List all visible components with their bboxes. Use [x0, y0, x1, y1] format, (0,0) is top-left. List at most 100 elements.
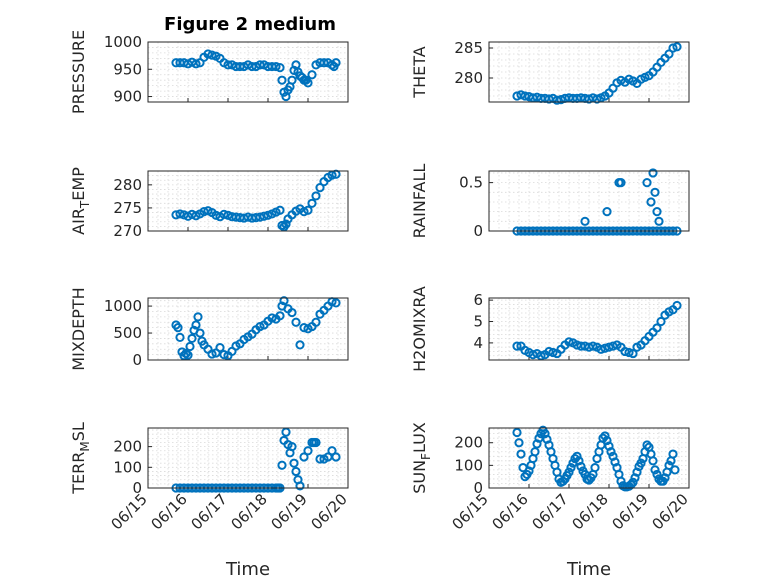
pressure-point [207, 50, 217, 60]
sun_flux-ytick-label: 0 [473, 479, 483, 497]
sun_flux-xtick-label: 06/19 [609, 490, 652, 533]
mixdepth-point [193, 312, 203, 322]
pressure-point [277, 75, 287, 85]
h2omixra-axes-border [488, 297, 690, 361]
air_temp-point [315, 183, 325, 193]
air_temp-point [307, 198, 317, 208]
sun_flux-ytick-label: 100 [454, 456, 483, 474]
sun_flux-point [514, 438, 524, 448]
terr_msl-ytick-label: 200 [113, 438, 142, 456]
sun_flux-ylabel: SUNFLUX [410, 422, 433, 494]
mixdepth-point [173, 323, 183, 333]
h2omixra-ytick-label: 5 [473, 313, 483, 331]
theta-point [664, 49, 674, 59]
theta-series [512, 42, 682, 105]
theta-ytick-label: 280 [454, 69, 483, 87]
sun_flux-series [512, 425, 680, 492]
sun_flux-point [670, 465, 680, 475]
pressure-point [275, 63, 285, 73]
sun_flux-point [564, 467, 574, 477]
h2omixra-point [544, 346, 554, 357]
h2omixra-point [588, 341, 598, 351]
mixdepth-ytick-label: 1000 [104, 297, 142, 315]
terr_msl-xlabel: Time [225, 559, 270, 580]
air_temp-point [219, 209, 229, 219]
sun_flux-point [530, 447, 540, 457]
h2omixra-point [604, 342, 614, 352]
h2omixra-point [512, 341, 522, 351]
pressure-ytick-label: 950 [113, 60, 142, 78]
theta-point [592, 94, 602, 104]
mixdepth-point [175, 332, 185, 342]
mixdepth-point [291, 317, 301, 327]
mixdepth-point [179, 351, 189, 361]
terr_msl-grid [147, 428, 349, 489]
terr_msl-point [327, 446, 337, 456]
h2omixra-point [652, 323, 662, 333]
h2omixra-series [512, 300, 682, 361]
pressure-point [255, 60, 265, 70]
panel-rainfall: 0 0.5 RAINFALL [410, 164, 690, 240]
panel-air_temp: 270 275 280 AIRTEMP [69, 167, 349, 240]
terr_msl-xtick-label: 06/19 [268, 490, 311, 533]
air_temp-axes-border [147, 170, 349, 232]
air_temp-series [171, 169, 341, 232]
mixdepth-point [295, 340, 305, 350]
sun_flux-point [628, 477, 638, 487]
pressure-ytick-label: 1000 [104, 33, 142, 51]
h2omixra-point [620, 346, 630, 357]
sun_flux-point [590, 463, 600, 473]
mixdepth-point [187, 333, 197, 344]
terr_msl-point [277, 460, 287, 470]
rainfall-ytick-label: 0 [473, 222, 483, 240]
mixdepth-axes-border [147, 297, 349, 361]
pressure-point [287, 75, 297, 85]
air_temp-point [259, 211, 269, 221]
rainfall-point [646, 197, 656, 207]
theta-point [672, 42, 682, 52]
h2omixra-point [628, 348, 638, 359]
h2omixra-point [600, 343, 610, 353]
rainfall-point [648, 168, 658, 178]
pressure-point [235, 61, 245, 72]
h2omixra-point [548, 347, 558, 358]
pressure-point [307, 70, 317, 80]
mixdepth-point [215, 343, 225, 353]
sun_flux-xlabel: Time [566, 559, 611, 580]
sun_flux-point [572, 451, 582, 461]
air_temp-ytick-label: 270 [113, 222, 142, 240]
terr_msl-point [299, 452, 309, 462]
terr_msl-xtick-label: 06/20 [308, 490, 351, 533]
pressure-series [171, 49, 341, 102]
sun_flux-ytick-label: 200 [454, 434, 483, 452]
air_temp-point [303, 205, 313, 215]
air_temp-ytick-label: 280 [113, 176, 142, 194]
terr_msl-xtick-label: 06/16 [148, 490, 191, 533]
pressure-point [303, 78, 313, 88]
mixdepth-point [287, 307, 297, 318]
sun_flux-point [516, 449, 526, 459]
mixdepth-point [275, 311, 285, 321]
sun_flux-point [636, 458, 646, 468]
air_temp-point [275, 205, 285, 215]
pressure-point [191, 59, 201, 69]
sun_flux-point [664, 460, 674, 470]
air_temp-point [311, 191, 321, 201]
h2omixra-ylabel: H2OMIXRA [410, 286, 429, 372]
mixdepth-point [185, 341, 195, 352]
terr_msl-point [295, 481, 305, 491]
sun_flux-xtick-label: 06/16 [489, 490, 532, 533]
mixdepth-point [279, 296, 289, 306]
sun_flux-xtick-label: 06/17 [529, 490, 572, 533]
pressure-ylabel: PRESSURE [69, 30, 88, 114]
mixdepth-point [311, 317, 321, 327]
rainfall-ylabel: RAINFALL [410, 164, 429, 239]
pressure-point [271, 61, 281, 72]
pressure-ytick-label: 900 [113, 88, 142, 106]
h2omixra-point [624, 347, 634, 358]
pressure-point [319, 58, 329, 68]
mixdepth-series [171, 296, 341, 361]
mixdepth-point [183, 350, 193, 360]
